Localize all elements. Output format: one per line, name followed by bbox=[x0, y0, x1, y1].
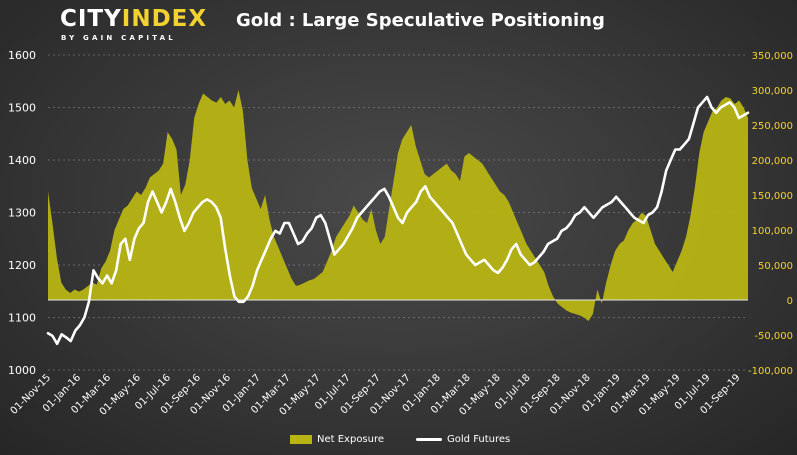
right-axis-tick-label: 300,000 bbox=[752, 86, 793, 97]
right-axis-tick-label: 50,000 bbox=[758, 261, 793, 272]
city-index-logo: CITYINDEX BY GAIN CAPITAL bbox=[60, 6, 206, 46]
logo-wordmark: CITYINDEX bbox=[60, 6, 208, 32]
left-axis-tick-label: 1100 bbox=[8, 312, 36, 325]
net-exposure-area bbox=[48, 90, 748, 321]
left-axis-tick-label: 1000 bbox=[8, 364, 36, 377]
gold-futures-line bbox=[46, 95, 750, 346]
legend: Net Exposure Gold Futures bbox=[290, 432, 510, 446]
right-axis-tick-label: -100,000 bbox=[748, 366, 793, 377]
net-exposure-series bbox=[48, 90, 748, 321]
left-axis-tick-label: 1400 bbox=[8, 154, 36, 167]
right-axis-tick-label: 0 bbox=[787, 296, 793, 307]
legend-label-net-exposure: Net Exposure bbox=[317, 433, 385, 445]
left-axis-tick-label: 1600 bbox=[8, 49, 36, 62]
right-axis-tick-label: 350,000 bbox=[752, 51, 793, 62]
legend-label-gold-futures: Gold Futures bbox=[447, 433, 511, 445]
left-axis-tick-label: 1500 bbox=[8, 102, 36, 115]
left-axis-tick-label: 1300 bbox=[8, 207, 36, 220]
legend-item-gold-futures: Gold Futures bbox=[416, 434, 510, 445]
gold-futures-swatch bbox=[416, 437, 443, 441]
right-axis-tick-label: 150,000 bbox=[752, 191, 793, 202]
chart-title: Gold : Large Speculative Positioning bbox=[236, 10, 605, 31]
logo-tagline: BY GAIN CAPITAL bbox=[61, 34, 176, 42]
legend-item-net-exposure: Net Exposure bbox=[290, 434, 384, 445]
left-axis-ticks: 1600 1500 1400 1300 1200 1100 1000 bbox=[8, 49, 36, 377]
right-axis-ticks: 350,000 300,000 250,000 200,000 150,000 100,0… bbox=[748, 51, 793, 377]
left-axis-tick-label: 1200 bbox=[8, 259, 36, 272]
right-axis-tick-label: 250,000 bbox=[752, 121, 793, 132]
right-axis-tick-label: 100,000 bbox=[752, 226, 793, 237]
gold-futures-series bbox=[46, 95, 750, 346]
net-exposure-swatch bbox=[290, 434, 312, 444]
right-axis-tick-label: -50,000 bbox=[754, 331, 793, 342]
right-axis-tick-label: 200,000 bbox=[752, 156, 793, 167]
x-axis-ticks: 01-Nov-1501-Jan-1601-Mar-1601-May-1601-J… bbox=[9, 372, 743, 417]
